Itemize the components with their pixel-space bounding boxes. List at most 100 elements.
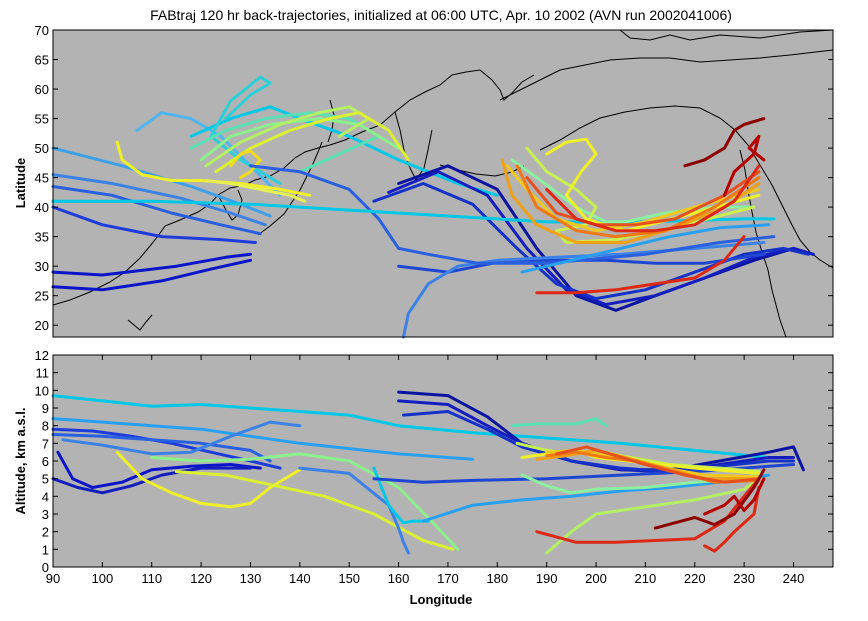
map-y-tick-label: 45 [35,171,49,186]
map-trajectory-17 [397,164,815,312]
altitude-x-tick-label: 150 [338,571,360,586]
coastline-japan [257,141,323,236]
altitude-trajectory-29 [653,468,766,530]
map-trajectory-24 [520,223,771,274]
map-trajectory-13 [214,111,410,174]
map-trajectory-16 [204,179,307,203]
map-y-tick-label: 20 [35,318,49,333]
map-trajectory-9 [209,75,282,185]
map-trajectory-20 [397,252,766,274]
altitude-x-tick-label: 230 [733,571,755,586]
coastline-asia [52,69,535,306]
map-panel-background [53,30,833,337]
altitude-trajectories [51,390,805,555]
altitude-y-tick-label: 7 [42,436,49,451]
x-axis-title: Longitude [410,592,473,607]
altitude-x-tick-label: 220 [684,571,706,586]
altitude-x-tick-label: 240 [783,571,805,586]
altitude-x-tick-label: 180 [486,571,508,586]
altitude-x-tick-label: 210 [635,571,657,586]
altitude-y-tick-label: 8 [42,419,49,434]
map-y-tick-label: 40 [35,200,49,215]
figure-title: FABtraj 120 hr back-trajectories, initia… [150,7,732,23]
altitude-y-tick-label: 10 [35,383,49,398]
altitude-trajectory-5 [56,450,262,489]
altitude-y-tick-label: 0 [42,560,49,575]
map-trajectory-8 [189,105,499,197]
map-trajectory-33 [535,235,746,295]
altitude-trajectory-4 [51,433,272,463]
map-panel-frame [52,29,834,338]
altitude-trajectory-7 [61,420,302,456]
altitude-y-tick-label: 3 [42,507,49,522]
altitude-trajectory-16 [372,463,795,484]
map-trajectory-34 [683,117,766,168]
altitude-trajectory-2 [51,417,475,461]
altitude-y-axis-title: Altitude, km a.s.l. [13,408,28,515]
altitude-trajectory-11 [298,466,410,555]
map-panel: 20 25 30 35 40 45 50 55 60 65 70 Latitude [13,23,834,339]
altitude-trajectory-3 [51,427,282,470]
altitude-x-tick-label: 100 [92,571,114,586]
altitude-trajectory-21 [545,477,761,555]
altitude-trajectory-27 [535,477,761,544]
map-trajectory-22 [249,164,776,265]
map-trajectory-3 [51,205,257,244]
altitude-trajectory-28 [703,486,761,553]
altitude-y-tick-label: 5 [42,472,49,487]
map-y-tick-label: 60 [35,82,49,97]
coastline-korea [217,189,243,221]
map-y-ticks: 20 25 30 35 40 45 50 55 60 65 70 [35,23,833,333]
altitude-trajectory-17 [510,417,608,428]
altitude-y-tick-label: 1 [42,542,49,557]
altitude-trajectory-1 [51,394,771,459]
map-y-tick-label: 70 [35,23,49,38]
coastline-kamchatka [394,111,433,181]
map-trajectories [51,75,815,339]
map-trajectory-10 [189,111,381,174]
map-trajectory-14 [115,140,312,197]
map-trajectory-4 [51,185,262,236]
altitude-x-tick-label: 160 [388,571,410,586]
map-trajectory-35 [722,134,766,197]
altitude-x-ticks: 90 100 110 120 130 140 150 160 170 180 190 200 210 22… [46,355,805,586]
altitude-trajectory-9 [174,470,455,551]
coastline-philippines [127,314,153,331]
coastline-alaska [499,49,834,101]
altitude-trajectory-6 [51,466,252,495]
map-trajectory-25 [510,158,756,224]
altitude-x-tick-label: 190 [536,571,558,586]
map-trajectory-1 [51,252,252,277]
map-trajectory-32 [545,164,761,233]
altitude-y-tick-label: 11 [36,366,50,381]
altitude-trajectory-30 [703,477,766,516]
map-trajectory-30 [515,164,761,239]
altitude-x-tick-label: 120 [190,571,212,586]
altitude-x-tick-label: 130 [240,571,262,586]
map-y-tick-label: 30 [35,259,49,274]
altitude-trajectory-15 [402,410,795,474]
map-y-tick-label: 50 [35,141,49,156]
altitude-trajectory-10 [150,452,460,551]
map-trajectory-18 [387,170,815,306]
map-y-tick-label: 65 [35,53,49,68]
altitude-y-tick-label: 4 [42,489,49,504]
altitude-x-tick-label: 110 [141,571,162,586]
map-y-tick-label: 25 [35,289,49,304]
altitude-x-tick-label: 200 [585,571,607,586]
map-trajectory-5 [51,173,267,227]
altitude-y-tick-label: 2 [42,525,49,540]
map-trajectory-15 [229,149,262,180]
altitude-y-tick-label: 6 [42,454,49,469]
map-trajectory-7 [135,111,282,197]
altitude-x-tick-label: 170 [437,571,459,586]
altitude-y-tick-label: 9 [42,401,49,416]
map-trajectory-19 [372,182,810,301]
altitude-trajectory-26 [555,445,761,484]
map-trajectory-6 [51,146,272,218]
altitude-trajectory-8 [115,450,302,509]
altitude-x-tick-label: 140 [289,571,311,586]
